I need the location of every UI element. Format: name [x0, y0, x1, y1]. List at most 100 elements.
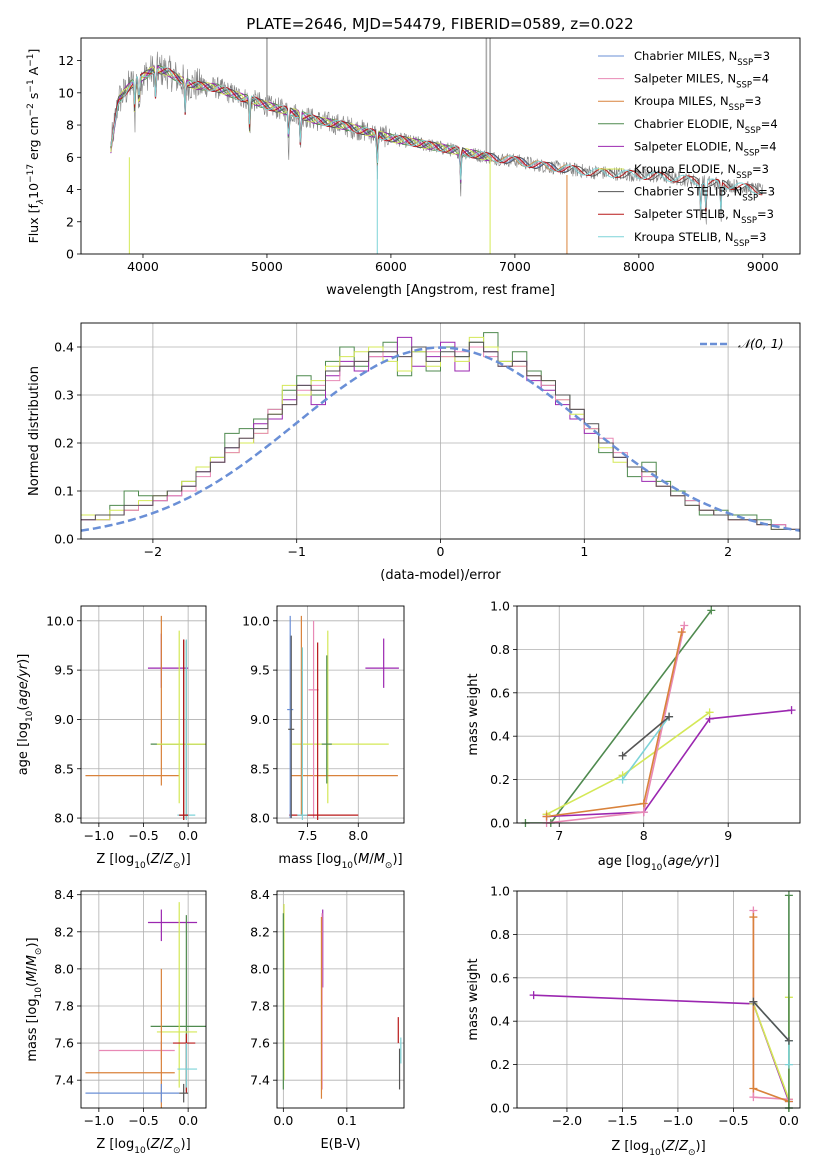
weight-vs-z-ylabel: mass weight: [466, 958, 481, 1040]
legend-sub: SSP: [736, 81, 752, 91]
age-vs-mass-xtick-label: 7.5: [298, 828, 318, 843]
residuals-xtick-label: 2: [724, 544, 732, 559]
weight-point-marker: [784, 891, 793, 900]
age-vs-mass-xlabel-part: M: [358, 852, 369, 867]
legend-sub: SSP: [737, 58, 753, 68]
mass-vs-ebv-ytick-label: 7.8: [250, 998, 270, 1013]
mass-vs-z-ytick-label: 8.4: [54, 887, 74, 902]
weight-point-marker: [639, 808, 648, 817]
age-vs-z-xlabel-part: )]: [181, 852, 191, 867]
mass-vs-ebv-ytick-label: 8.2: [250, 924, 270, 939]
age-vs-z-xlabel-part: /: [160, 852, 165, 867]
mass-vs-z-ytick-label: 7.4: [54, 1073, 74, 1088]
weight-series-line: [752, 917, 790, 1103]
weight-vs-z-frame: [516, 890, 801, 1109]
residuals-xtick-label: −2: [144, 544, 162, 559]
mass-vs-z-xtick-label: −0.5: [128, 1113, 158, 1128]
age-vs-mass-xlabel-part: M: [374, 852, 385, 867]
weight-vs-z-xlabel-part: )]: [696, 1139, 706, 1154]
spectrum-model-line: [110, 69, 568, 176]
age-vs-mass-ytick-label: 9.5: [250, 663, 270, 678]
legend-suffix: =4: [760, 139, 777, 153]
mass-vs-z-ytick-label: 8.0: [54, 961, 74, 976]
age-vs-z-ylabel-part: (: [16, 706, 31, 711]
mass-vs-z-xlabel-part: (: [146, 1137, 151, 1152]
weight-point-marker: [618, 751, 627, 760]
weight-vs-age-frame: [516, 605, 801, 824]
age-vs-mass-ytick-label: 10.0: [242, 613, 270, 628]
weight-vs-age-xtick-label: 8: [640, 828, 648, 843]
weight-vs-age-xlabel-part: )]: [709, 854, 719, 869]
mass-vs-ebv-axes: 0.0 0.1 7.4 7.6 7.8 8.0 8.2 8.4: [250, 887, 404, 1128]
weight-vs-z-xtick-label: 0.0: [779, 1113, 799, 1128]
weight-point-marker: [639, 799, 648, 808]
mass-vs-z-ylabel-part: ⊙: [34, 948, 44, 956]
mass-vs-z-xtick-label: −1.0: [84, 1113, 114, 1128]
mass-vs-ebv-ytick-label: 7.6: [250, 1036, 270, 1051]
spectrum-legend-label: Chabrier MILES, NSSP=3: [634, 49, 770, 68]
legend-suffix: =3: [758, 185, 775, 199]
mass-vs-z-xlabel-part: )]: [181, 1137, 191, 1152]
spectrum-ylabel-part: erg cm: [26, 116, 41, 164]
residuals-axes: −2 −1 0 1 2 0.0 0.1 0.2 0.3 0.4: [54, 323, 800, 559]
mass-vs-z-axes: −1.0 −0.5 0.0 7.4 7.6 7.8 8.0 8.2 8.4: [54, 887, 206, 1128]
mass-vs-ebv-ytick-label: 8.0: [250, 961, 270, 976]
weight-vs-age-ytick-label: 0.0: [490, 816, 510, 831]
age-vs-mass-xtick-label: 8.0: [348, 828, 368, 843]
age-vs-z-xlabel-part: ⊙: [173, 861, 181, 871]
weight-point-marker: [784, 1060, 793, 1069]
legend-sub: SSP: [736, 171, 752, 181]
weight-point-marker: [665, 712, 674, 721]
age-vs-mass-xlabel-part: (: [353, 852, 358, 867]
spectrum-frame: [80, 37, 801, 255]
spectrum-xtick-label: 5000: [251, 259, 283, 274]
weight-vs-age-xtick-label: 9: [724, 828, 732, 843]
weight-series-line: [752, 1001, 790, 1042]
mass-vs-ebv-frame: [276, 890, 405, 1109]
spectrum-xtick-label: 7000: [499, 259, 531, 274]
spectrum-legend-label: Salpeter STELIB, NSSP=3: [634, 207, 774, 226]
weight-vs-age-ytick-label: 1.0: [490, 599, 510, 614]
residuals-frame: [80, 322, 801, 540]
mass-vs-z-ylabel-part: )]: [25, 937, 40, 947]
age-vs-z-xtick-label: −1.0: [84, 828, 114, 843]
residual-histogram-step: [81, 341, 800, 530]
weight-point-marker: [787, 706, 796, 715]
age-vs-z-ytick-label: 9.0: [54, 712, 74, 727]
age-vs-z-ylabel-part: age/yr: [16, 662, 31, 705]
legend-name: Chabrier ELODIE, N: [634, 117, 745, 131]
spectrum-ytick-label: 12: [58, 53, 74, 68]
spectrum-model-line: [110, 66, 763, 211]
weight-series-line: [533, 994, 790, 1102]
weight-vs-age-ytick-label: 0.4: [490, 729, 510, 744]
mass-vs-z-ylabel-part: 10: [34, 987, 44, 999]
age-vs-z-xlabel-part: 10: [134, 861, 146, 871]
mass-vs-ebv-xtick-label: 0.1: [337, 1113, 357, 1128]
legend-name: Salpeter MILES, N: [634, 72, 736, 86]
spectrum-ylabel-part: ]: [26, 49, 41, 54]
weight-point-marker: [784, 1036, 793, 1045]
weight-vs-age-xlabel-part: (: [662, 854, 667, 869]
residual-ylabel: Normed distribution: [27, 366, 42, 496]
age-vs-mass-xlabel-part: /: [369, 852, 374, 867]
spectrum-legend-label: Salpeter ELODIE, NSSP=4: [634, 139, 777, 158]
weight-vs-age-xtick-label: 7: [555, 828, 563, 843]
spectrum-ylabel-part: Flux [f: [26, 204, 41, 244]
weight-vs-age-ytick-label: 0.2: [490, 772, 510, 787]
weight-vs-z-xtick-label: −1.0: [663, 1113, 693, 1128]
residuals-xtick-label: 0: [437, 544, 445, 559]
weight-vs-z-xlabel-part: Z: [665, 1139, 676, 1154]
age-vs-z-xlabel-part: Z [log: [96, 852, 134, 867]
spectrum-ytick-label: 0: [66, 247, 74, 262]
spectrum-xlabel: wavelength [Angstrom, rest frame]: [326, 283, 555, 298]
weight-vs-age-ytick-label: 0.8: [490, 642, 510, 657]
spectrum-ytick-label: 8: [66, 118, 74, 133]
spectrum-ylabel-part: −17: [26, 164, 36, 183]
spectrum-legend-label: Kroupa ELODIE, NSSP=3: [634, 162, 769, 181]
age-vs-mass-xlabel-part: )]: [392, 852, 402, 867]
residuals-ytick-label: 0.3: [54, 388, 74, 403]
weight-vs-z-xtick-label: −2.0: [552, 1113, 582, 1128]
weight-series-line: [752, 910, 789, 1101]
age-vs-mass-xlabel-part: 10: [342, 861, 354, 871]
age-vs-z-ytick-label: 10.0: [46, 613, 74, 628]
